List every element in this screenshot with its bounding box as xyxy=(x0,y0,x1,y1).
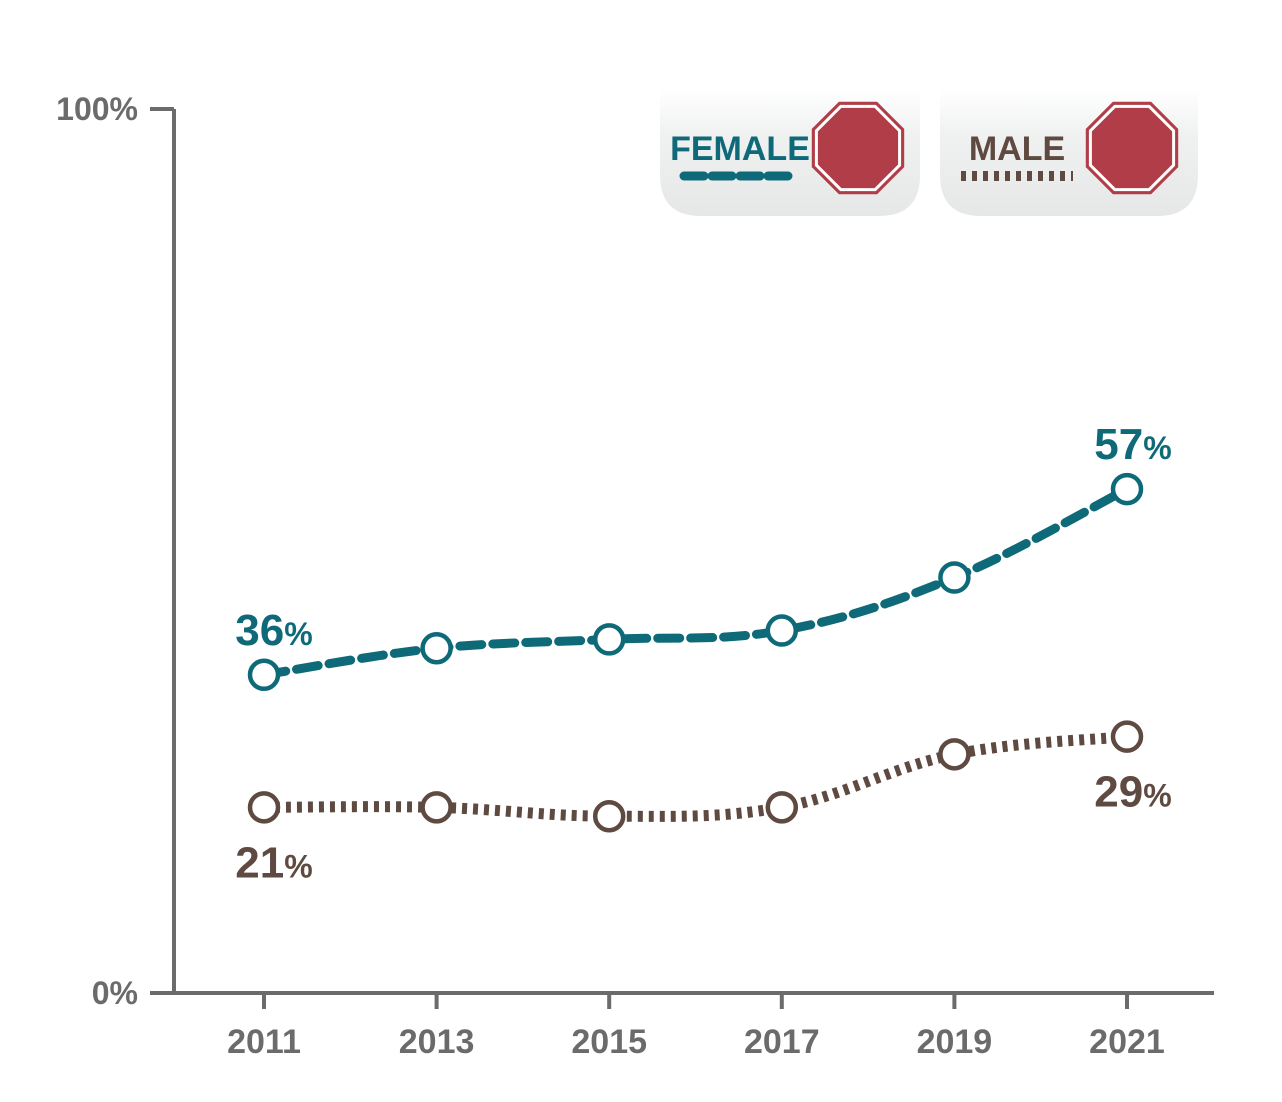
data-point-2013 xyxy=(420,631,453,665)
legend-label: MALE xyxy=(969,130,1065,168)
y-tick-label: 100% xyxy=(56,91,138,127)
x-tick-label: 2019 xyxy=(917,1023,993,1061)
data-label-value: 29 xyxy=(1094,768,1143,817)
data-label-value: 21 xyxy=(235,838,284,887)
series-line xyxy=(259,484,1132,680)
legend-item-female: FEMALE xyxy=(660,90,920,216)
legend-item-male: MALE xyxy=(940,90,1198,216)
y-tick-label: 0% xyxy=(92,975,138,1011)
data-point-2011 xyxy=(247,658,281,692)
data-point-2021 xyxy=(1110,472,1144,506)
data-point-2021 xyxy=(1110,720,1144,753)
data-label-male-2021: 29% xyxy=(1094,768,1171,817)
x-tick-label: 2011 xyxy=(227,1023,301,1061)
series-female xyxy=(247,472,1144,692)
series-line xyxy=(263,731,1128,822)
data-point-2013 xyxy=(420,791,453,824)
data-label-unit: % xyxy=(284,848,312,884)
data-point-2017 xyxy=(765,791,799,824)
x-tick-label: 2013 xyxy=(399,1023,475,1061)
stop-sign-octagon-icon xyxy=(1085,101,1179,195)
data-point-2015 xyxy=(592,799,626,833)
x-tick-label: 2015 xyxy=(571,1023,647,1061)
data-point-2019 xyxy=(938,738,971,771)
x-tick-label: 2021 xyxy=(1089,1023,1165,1061)
data-point-2011 xyxy=(247,791,281,824)
data-point-2017 xyxy=(765,614,799,647)
series-male xyxy=(247,720,1144,833)
legend-label: FEMALE xyxy=(670,130,810,168)
x-tick-label: 2017 xyxy=(744,1023,820,1061)
data-label-value: 57 xyxy=(1094,420,1143,469)
data-label-female-2011: 36% xyxy=(235,606,312,655)
stop-sign-octagon-icon xyxy=(811,101,905,195)
data-label-value: 36 xyxy=(235,606,284,655)
data-point-2019 xyxy=(938,561,971,594)
data-label-unit: % xyxy=(1143,778,1171,814)
data-label-unit: % xyxy=(284,616,312,652)
data-label-female-2021: 57% xyxy=(1094,420,1171,469)
data-point-2015 xyxy=(592,623,626,656)
data-label-male-2011: 21% xyxy=(235,838,312,887)
data-label-unit: % xyxy=(1143,430,1171,466)
